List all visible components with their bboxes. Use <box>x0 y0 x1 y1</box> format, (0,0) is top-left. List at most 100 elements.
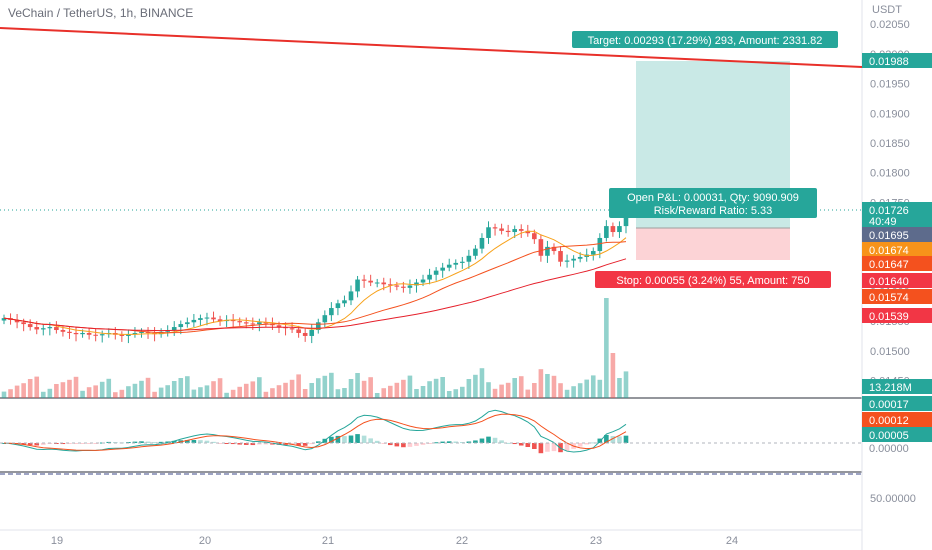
candle-body <box>243 322 249 324</box>
volume-bar <box>230 389 236 398</box>
volume-bar <box>211 381 216 398</box>
volume-bar <box>532 383 537 398</box>
candle-body <box>368 280 373 283</box>
candle-body <box>407 285 413 288</box>
price-tag <box>862 379 932 394</box>
volume-bar <box>545 374 550 398</box>
stop-label-box[interactable] <box>595 271 831 288</box>
volume-bar <box>564 389 570 398</box>
macd-hist-bar <box>590 442 596 444</box>
candle-body <box>309 330 315 336</box>
macd-hist-bar <box>106 441 112 443</box>
price-tick: 0.01850 <box>870 138 910 150</box>
candle-body <box>381 282 387 285</box>
volume-bar <box>466 379 472 398</box>
time-axis[interactable]: 19 20 21 22 23 24 <box>51 535 738 547</box>
countdown-label: 40:49 <box>869 216 897 228</box>
macd-hist-bar <box>237 443 243 445</box>
volume-bar <box>577 383 583 398</box>
price-tag-label: 0.01640 <box>869 276 909 288</box>
candle-body <box>558 251 563 262</box>
candle-body <box>577 256 583 259</box>
volume-bar <box>302 389 308 398</box>
candle-body <box>453 262 459 265</box>
volume-bar <box>460 386 465 398</box>
volume-bar <box>8 389 13 398</box>
candle-body <box>486 227 491 238</box>
volume-bar <box>394 382 400 398</box>
candle-body <box>401 286 406 288</box>
candle-body <box>617 226 622 233</box>
macd-hist-bar <box>139 441 144 443</box>
macd-hist-bar <box>453 441 459 443</box>
macd-hist-bar <box>296 443 301 446</box>
macd-hist-bar <box>185 440 190 443</box>
ma-slow-line[interactable] <box>3 258 627 332</box>
macd-hist-bar <box>584 443 590 445</box>
currency-label: USDT <box>872 4 902 16</box>
volume-bar <box>86 387 92 398</box>
candle-body <box>329 308 334 316</box>
volume-bar <box>296 374 301 398</box>
volume-bar <box>623 371 629 398</box>
volume-bar <box>132 383 138 398</box>
macd-hist-bar <box>132 441 138 443</box>
volume-bar <box>99 381 105 398</box>
candle-body <box>355 279 360 292</box>
macd-hist-bar <box>538 443 544 454</box>
macd-hist-bar <box>335 435 341 443</box>
macd-hist-bar <box>446 441 452 443</box>
price-tag <box>862 308 932 323</box>
volume-bar <box>158 387 164 398</box>
price-tag-label: 0.01647 <box>869 259 909 271</box>
candle-body <box>499 228 504 231</box>
macd-hist-bar <box>558 443 563 453</box>
volume-bar <box>237 386 243 398</box>
volume-bar <box>407 375 413 398</box>
volume-bar <box>479 368 485 398</box>
volume-bar <box>551 375 557 398</box>
pnl-label-box[interactable] <box>609 188 817 218</box>
candle-body <box>99 334 105 336</box>
volume-bar <box>473 374 478 398</box>
candle-body <box>132 332 138 335</box>
price-tick: 0.01800 <box>870 168 910 180</box>
volume-bar <box>505 382 511 398</box>
pnl-label: Open P&L: 0.00031, Qty: 9090.909 <box>627 192 799 204</box>
macd-hist-bar <box>414 443 419 446</box>
volume-bar <box>178 378 184 398</box>
macd-hist-bar <box>518 443 524 446</box>
macd-hist-bar <box>93 443 98 444</box>
macd-hist-bar <box>67 443 72 445</box>
trendline[interactable] <box>0 27 863 68</box>
candle-body <box>40 328 46 330</box>
candle-body <box>545 246 550 256</box>
macd-hist-bar <box>551 443 557 452</box>
target-label-box[interactable] <box>572 31 838 48</box>
price-tick: 0.01950 <box>870 79 910 91</box>
volume-bar <box>486 382 491 398</box>
volume-bar <box>185 376 190 398</box>
volume-bar <box>27 379 33 398</box>
candle-body <box>54 327 59 331</box>
candle-body <box>237 321 243 323</box>
volume-bar <box>571 386 576 398</box>
volume-bar <box>263 391 269 398</box>
target-label: Target: 0.00293 (17.29%) 293, Amount: 23… <box>588 35 823 47</box>
candle-body <box>263 322 269 324</box>
position-loss-zone[interactable] <box>636 228 790 260</box>
volume-bar <box>374 393 380 398</box>
volume-bar <box>309 383 315 398</box>
volume-bar <box>270 388 275 398</box>
candle-body <box>14 319 20 323</box>
ma-mid-line[interactable] <box>3 241 627 334</box>
macd-hist-bar <box>610 436 616 443</box>
candle-body <box>473 248 478 256</box>
volume-bar <box>73 376 79 398</box>
ma-fast-line[interactable] <box>3 230 627 335</box>
volume-bar <box>276 385 282 398</box>
time-tick: 21 <box>322 535 334 547</box>
macd-hist-bar <box>191 440 197 443</box>
volume-bar <box>414 389 419 398</box>
